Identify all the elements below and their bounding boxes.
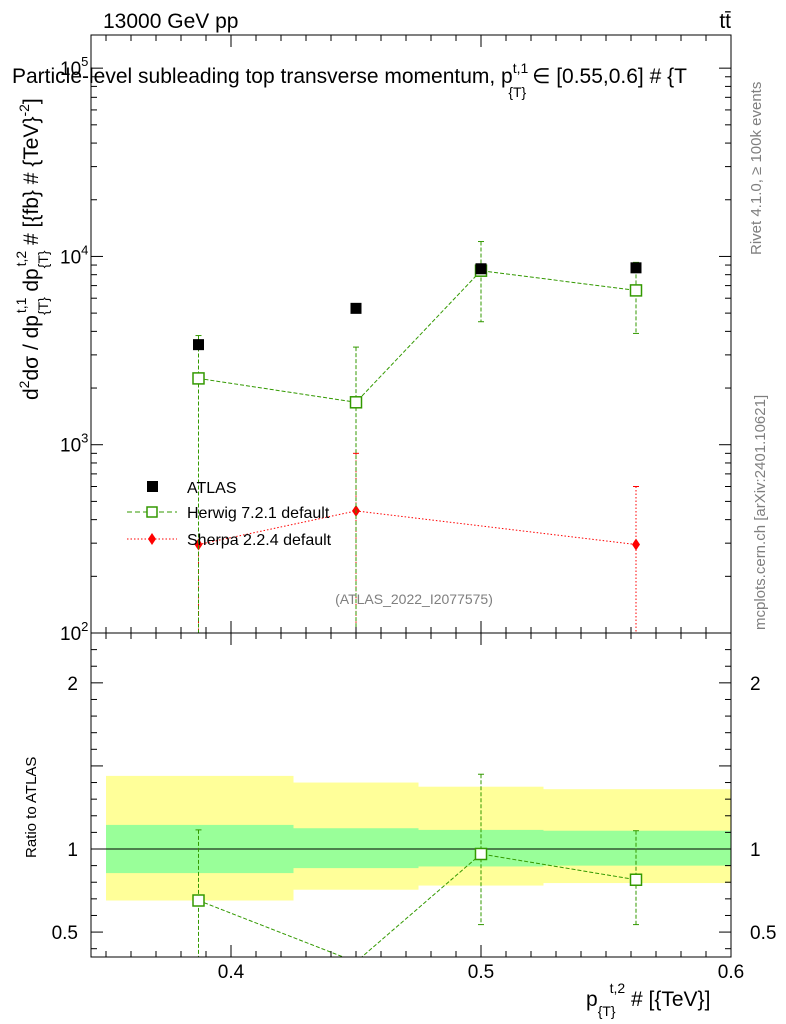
sherpa-point — [194, 538, 203, 551]
y-tick-label-ratio-right: 0.5 — [750, 923, 776, 944]
x-tick-label: 0.5 — [468, 962, 494, 983]
y-tick-label-main: 105 — [60, 54, 88, 80]
y-tick-label-main: 104 — [60, 242, 88, 268]
ratio-herwig-point — [474, 847, 488, 861]
herwig-point — [349, 396, 363, 409]
ratio-plot-data — [192, 773, 643, 957]
rivet-label: Rivet 4.1.0, ≥ 100k events — [748, 82, 765, 255]
ratio-plot-frame — [90, 632, 732, 958]
herwig-point — [192, 372, 205, 385]
sherpa-point — [632, 538, 640, 551]
y-tick-label-main: 103 — [60, 431, 88, 457]
y-tick-label-ratio-left: 1 — [67, 840, 78, 861]
herwig-point — [629, 284, 643, 297]
legend-sherpa-marker — [148, 533, 156, 545]
atlas-point — [630, 262, 642, 274]
legend-herwig-label: Herwig 7.2.1 default — [187, 505, 330, 522]
energy-label: 13000 GeV pp — [103, 10, 238, 33]
ratio-herwig-line — [198, 853, 637, 957]
legend-atlas-label: ATLAS — [187, 480, 237, 497]
y-tick-label-ratio-right: 1 — [750, 840, 761, 861]
legend: ATLAS Herwig 7.2.1 default Sherpa 2.2.4 … — [127, 480, 332, 549]
ratio-herwig-point — [629, 873, 643, 886]
x-tick-label: 0.4 — [218, 962, 245, 983]
mcplots-label: mcplots.cern.ch [arXiv:2401.10621] — [752, 395, 769, 630]
ratio-band-inner-1 — [293, 828, 419, 869]
herwig-line — [198, 270, 637, 403]
y-tick-label-ratio-right: 2 — [750, 674, 761, 695]
atlas-point — [193, 339, 204, 351]
y-tick-label-ratio-left: 0.5 — [52, 923, 78, 944]
process-label: tt̄ — [719, 10, 731, 33]
main-plot-data — [192, 241, 643, 633]
atlas-point — [475, 263, 487, 275]
ratio-band-inner-3 — [543, 830, 731, 866]
legend-atlas-marker — [147, 481, 158, 492]
atlas-point — [350, 302, 362, 314]
ratio-y-axis-label: Ratio to ATLAS — [23, 757, 40, 858]
y-axis-label: d2dσ / dp{T}t,1 dp{T}t,2 # [{fb} # {TeV}… — [13, 98, 51, 400]
x-tick-label: 0.6 — [718, 962, 744, 983]
y-tick-label-ratio-left: 2 — [67, 674, 78, 695]
chart-title: Particle-level subleading top transverse… — [12, 60, 687, 100]
ratio-herwig-point — [192, 894, 205, 907]
legend-herwig-marker — [146, 506, 158, 518]
axis-ticks: 0.4 0.5 0.6 102 103 104 105 0.5 0.5 1 1 2 2 — [52, 35, 776, 983]
x-axis-label: p{T}t,2 # [{TeV}] — [586, 980, 710, 1019]
y-tick-label-main: 102 — [60, 619, 88, 645]
legend-sherpa-label: Sherpa 2.2.4 default — [187, 532, 332, 549]
analysis-id-label: (ATLAS_2022_I2077575) — [335, 591, 493, 607]
